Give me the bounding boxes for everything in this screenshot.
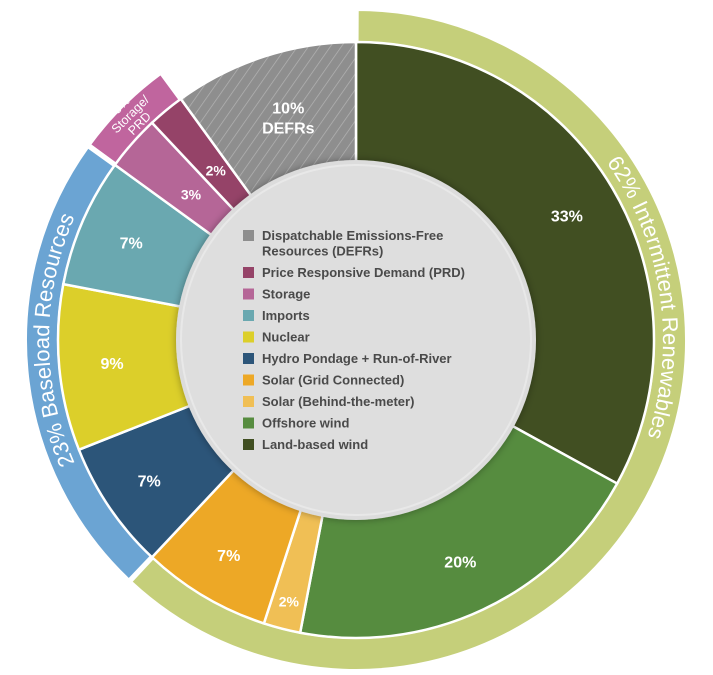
legend-item-5: Hydro Pondage + Run-of-River <box>243 351 452 366</box>
legend-swatch-8 <box>243 417 254 429</box>
legend-swatch-7 <box>243 396 254 407</box>
legend-item-6: Solar (Grid Connected) <box>243 373 404 388</box>
legend-item-3: Imports <box>243 308 310 323</box>
legend-label-9-0: Land-based wind <box>262 437 368 452</box>
legend-label-5-0: Hydro Pondage + Run-of-River <box>262 351 452 366</box>
slice-label-5: 9% <box>101 356 124 373</box>
slice-label-2: 2% <box>279 594 300 610</box>
slice-label-6: 7% <box>120 236 143 253</box>
slice-label-3: 7% <box>217 548 240 565</box>
legend-item-2: Storage <box>243 287 310 302</box>
slice-labels: 33%20%2%7%7%9%7%3%2%10%DEFRs <box>101 100 583 609</box>
slice-label-1: 20% <box>444 555 476 572</box>
legend-label-0-0: Dispatchable Emissions-Free <box>262 228 443 243</box>
legend-item-1: Price Responsive Demand (PRD) <box>243 265 465 280</box>
legend-swatch-3 <box>243 310 254 321</box>
legend-swatch-9 <box>243 439 254 450</box>
legend-swatch-0 <box>243 230 254 241</box>
legend-item-8: Offshore wind <box>243 416 349 431</box>
legend-label-4-0: Nuclear <box>262 330 310 345</box>
legend-label-0-1: Resources (DEFRs) <box>262 244 383 259</box>
legend-item-7: Solar (Behind-the-meter) <box>243 394 414 409</box>
legend-label-1-0: Price Responsive Demand (PRD) <box>262 265 465 280</box>
legend-swatch-2 <box>243 288 254 300</box>
legend-swatch-4 <box>243 331 254 343</box>
defr-label-line-1: DEFRs <box>262 120 315 137</box>
legend-label-2-0: Storage <box>262 287 310 302</box>
legend-label-7-0: Solar (Behind-the-meter) <box>262 394 414 409</box>
legend-label-6-0: Solar (Grid Connected) <box>262 373 404 388</box>
legend-label-8-0: Offshore wind <box>262 416 349 431</box>
defr-label-line-0: 10% <box>272 100 304 117</box>
legend-label-3-0: Imports <box>262 308 310 323</box>
legend-item-4: Nuclear <box>243 330 310 345</box>
center-disc-face <box>180 164 532 516</box>
slice-label-8: 2% <box>206 162 227 178</box>
legend-swatch-6 <box>243 374 254 386</box>
slice-label-4: 7% <box>138 474 161 491</box>
legend-swatch-1 <box>243 267 254 278</box>
legend-swatch-5 <box>243 353 254 364</box>
legend-item-9: Land-based wind <box>243 437 368 452</box>
slice-label-7: 3% <box>181 187 202 203</box>
slice-label-0: 33% <box>551 208 583 225</box>
